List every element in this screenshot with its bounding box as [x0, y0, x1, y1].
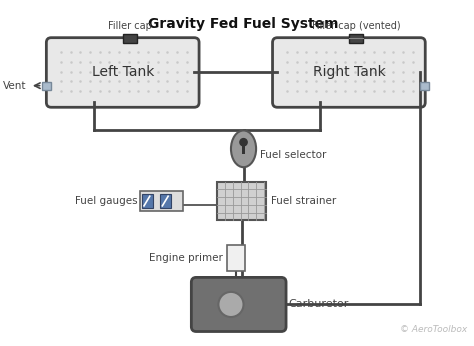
Text: Filler cap: Filler cap [108, 21, 152, 31]
Text: Filler cap (vented): Filler cap (vented) [312, 21, 401, 31]
Text: Fuel selector: Fuel selector [260, 149, 326, 160]
Circle shape [219, 292, 244, 317]
Text: Right Tank: Right Tank [312, 65, 385, 80]
Bar [349, 34, 363, 43]
Text: Carburetor: Carburetor [288, 299, 348, 309]
Text: Left Tank: Left Tank [91, 65, 154, 80]
Text: Vent: Vent [2, 81, 26, 91]
Text: Gravity Fed Fuel System: Gravity Fed Fuel System [148, 17, 339, 31]
FancyBboxPatch shape [46, 38, 199, 107]
Text: Engine primer: Engine primer [149, 253, 223, 263]
Bar [142, 194, 153, 208]
Text: Fuel strainer: Fuel strainer [271, 196, 336, 206]
Ellipse shape [231, 130, 256, 167]
Bar [227, 246, 245, 271]
Bar [420, 82, 429, 90]
Text: © AeroToolbox: © AeroToolbox [400, 326, 467, 335]
FancyBboxPatch shape [191, 277, 286, 331]
Text: Fuel gauges: Fuel gauges [74, 196, 137, 206]
Bar [43, 82, 51, 90]
Bar [242, 143, 245, 154]
Bar [140, 191, 182, 211]
Circle shape [239, 138, 248, 147]
FancyBboxPatch shape [273, 38, 425, 107]
Bar [160, 194, 171, 208]
Bar [218, 182, 266, 220]
Bar [123, 34, 137, 43]
